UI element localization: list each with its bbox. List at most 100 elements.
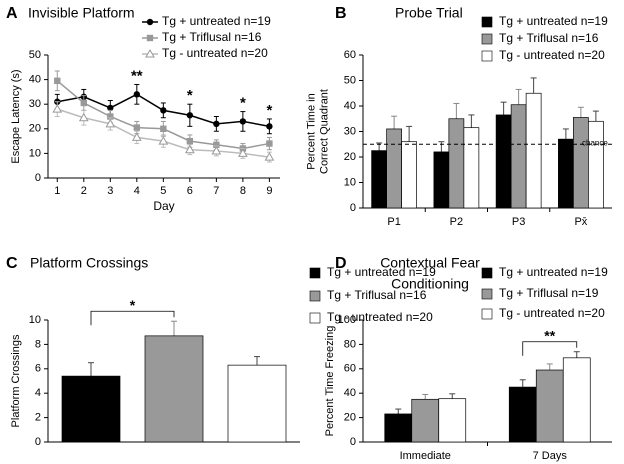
significance: * — [240, 95, 246, 112]
y-tick-label: 0 — [35, 436, 41, 448]
bar — [384, 413, 413, 443]
x-tick-label: 8 — [240, 185, 246, 197]
panel-letter: B — [335, 5, 347, 22]
y-tick-label: 10 — [29, 314, 41, 326]
y-tick-label: 0 — [350, 202, 356, 214]
y-tick-label: 20 — [344, 412, 356, 424]
marker — [133, 124, 141, 131]
legend-swatch — [481, 50, 493, 62]
y-tick-label: 100 — [338, 314, 356, 326]
bar — [588, 120, 604, 209]
legend-label: Tg + untreated n=19 — [162, 14, 271, 28]
legend-swatch — [309, 312, 321, 324]
legend-swatch — [481, 33, 493, 45]
y-tick-label: 30 — [29, 98, 41, 110]
y-tick-label: 50 — [29, 49, 41, 61]
bar — [463, 127, 480, 209]
legend-label: Tg + untreated n=19 — [327, 265, 436, 279]
y-tick-label: 10 — [29, 147, 41, 159]
bar — [558, 138, 574, 209]
y-tick-label: 4 — [35, 387, 41, 399]
x-tick-label: 3 — [107, 185, 113, 197]
legend-swatch — [309, 267, 321, 279]
y-axis-label: Platform Crossings — [10, 334, 22, 427]
reference-label: chance — [582, 138, 608, 147]
x-tick-label: P2 — [450, 216, 463, 228]
x-tick-label: 2 — [81, 185, 87, 197]
bar — [438, 398, 467, 443]
bar — [448, 118, 465, 209]
marker — [145, 48, 155, 58]
x-tick-label: 7 — [213, 185, 219, 197]
x-tick-label: 4 — [134, 185, 140, 197]
legend-swatch — [481, 288, 493, 300]
y-tick-label: 40 — [344, 100, 356, 112]
y-tick-label: 10 — [344, 176, 356, 188]
y-axis-label: Percent Time Freezing — [324, 326, 336, 437]
marker — [107, 104, 114, 112]
marker — [266, 140, 273, 147]
marker — [186, 137, 194, 145]
legend-label: Tg - untreated n=20 — [499, 48, 605, 62]
marker — [213, 120, 220, 128]
significance: ** — [131, 67, 143, 84]
marker — [131, 132, 142, 141]
y-tick-label: 6 — [35, 363, 41, 375]
x-tick-label: 5 — [160, 185, 166, 197]
panel-title: Contextual Fear — [380, 255, 480, 271]
marker — [78, 112, 89, 122]
legend-label: Tg + Triflusal n=19 — [499, 286, 599, 300]
bar — [495, 114, 512, 209]
x-tick-label: 9 — [266, 185, 272, 197]
y-tick-label: 80 — [344, 338, 356, 350]
bar — [510, 104, 527, 209]
panel-title: Probe Trial — [395, 5, 463, 21]
x-tick-label: P3 — [512, 216, 525, 228]
x-tick-label: 7 Days — [533, 450, 568, 462]
marker — [146, 18, 154, 26]
bar — [386, 128, 402, 209]
legend-swatch — [481, 16, 493, 28]
legend-label: Tg - untreated n=20 — [327, 310, 433, 324]
bar — [61, 375, 121, 443]
legend-label: Tg + untreated n=19 — [499, 265, 608, 279]
bar — [433, 151, 450, 209]
bar — [411, 398, 440, 443]
legend-label: Tg + Triflusal n=16 — [327, 288, 427, 302]
legend-label: Tg - untreated n=20 — [162, 46, 268, 60]
marker — [107, 113, 114, 120]
x-tick-label: P1 — [387, 216, 400, 228]
legend-label: Tg + Triflusal n=16 — [162, 30, 262, 44]
bar — [227, 364, 287, 443]
legend-label: Tg + untreated n=19 — [499, 14, 608, 28]
significance: * — [266, 102, 272, 119]
significance: * — [187, 87, 193, 104]
x-tick-label: 6 — [187, 185, 193, 197]
significance: ** — [544, 327, 555, 343]
marker — [133, 91, 141, 98]
y-tick-label: 0 — [350, 436, 356, 448]
marker — [146, 34, 154, 42]
legend-label: Tg - untreated n=20 — [499, 306, 605, 320]
marker — [158, 136, 169, 145]
marker — [213, 141, 220, 148]
y-tick-label: 20 — [344, 151, 356, 163]
panel-title: Conditioning — [391, 276, 469, 292]
panel-title: Platform Crossings — [30, 255, 148, 271]
marker — [105, 118, 116, 128]
x-tick-label: Immediate — [400, 450, 451, 462]
marker — [160, 125, 167, 132]
marker — [186, 112, 194, 119]
x-axis-label: Day — [153, 199, 174, 213]
bar — [573, 117, 589, 209]
marker — [160, 107, 167, 114]
bar — [144, 335, 204, 443]
x-tick-label: Px̄ — [574, 216, 587, 228]
y-tick-label: 60 — [344, 363, 356, 375]
legend-swatch — [481, 267, 493, 279]
y-tick-label: 30 — [344, 125, 356, 137]
y-tick-label: 20 — [29, 123, 41, 135]
marker — [80, 99, 87, 107]
y-axis-label: Correct Quadrant — [318, 89, 330, 174]
